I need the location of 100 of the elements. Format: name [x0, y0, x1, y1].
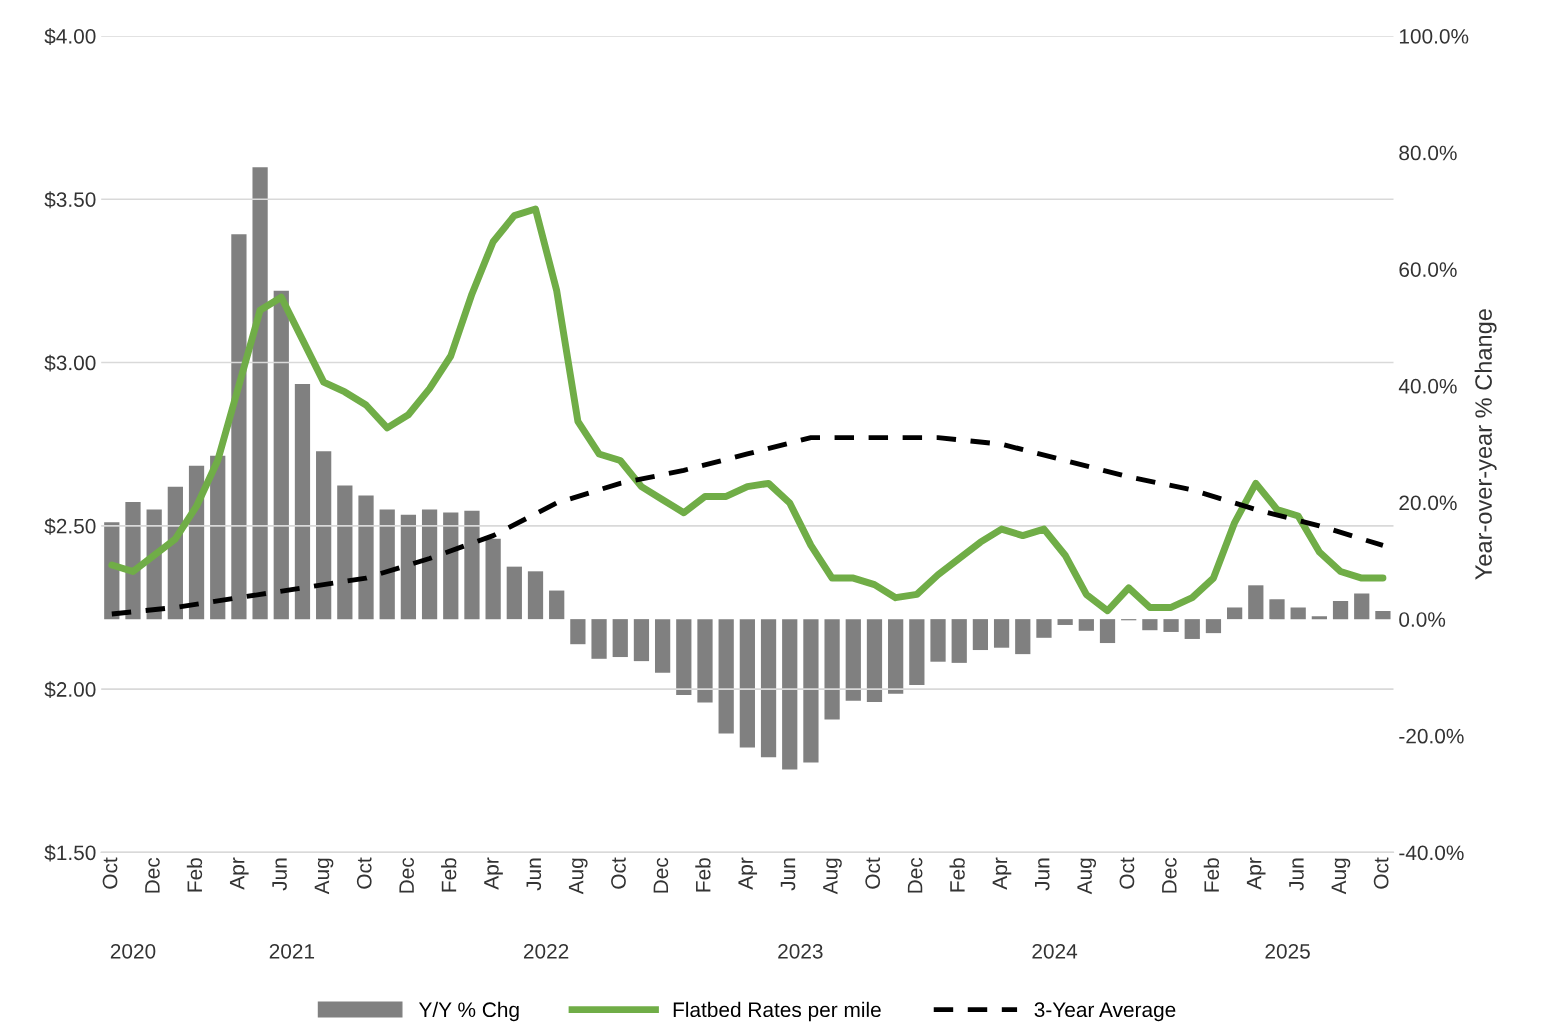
x-tick-label: Oct [865, 857, 881, 889]
y2-tick-label: 20.0% [1399, 495, 1457, 511]
x-tick-label: Aug [823, 858, 842, 895]
bar [1078, 619, 1094, 631]
x-tick-label: Apr [229, 857, 249, 890]
x-tick-label: Aug [1331, 858, 1351, 895]
y-tick-label: $2.00 [44, 681, 96, 699]
bar [294, 384, 311, 620]
bar [1354, 593, 1370, 620]
y2-tick-label: -20.0% [1399, 728, 1464, 744]
bar [1036, 619, 1052, 638]
x-tick-label: Dec [399, 857, 414, 893]
bar [888, 619, 904, 694]
x-tick-label: Dec [653, 857, 669, 893]
bar [527, 571, 544, 620]
bar [824, 619, 840, 720]
x-tick-label: Apr [992, 857, 1012, 890]
x-tick-label: Jun [1289, 858, 1304, 891]
bar [1205, 619, 1222, 634]
x-tick-label: Feb [949, 858, 965, 892]
x-tick-label: Feb [695, 858, 711, 892]
bar [485, 538, 501, 620]
bar [337, 485, 353, 620]
x-tick-label: Aug [568, 858, 588, 895]
bar [654, 619, 671, 673]
bar [697, 619, 713, 703]
bar [718, 619, 734, 734]
bar [379, 509, 395, 620]
y2-tick-label: 100.0% [1399, 28, 1469, 44]
bar [1311, 616, 1327, 620]
x-tick-label: Feb [1203, 858, 1220, 892]
bar [866, 619, 883, 702]
x-tick-label: Apr [1246, 857, 1266, 890]
bar [400, 514, 417, 620]
x-tick-label: Oct [356, 857, 372, 889]
x-tick-label: Feb [441, 858, 457, 892]
x-tick-label: Oct [1119, 857, 1135, 889]
x-tick-label: Dec [145, 857, 160, 893]
x-tick-label: Jun [272, 858, 287, 891]
bar [1227, 607, 1243, 620]
bar [845, 619, 861, 701]
x-tick-label: Dec [1162, 857, 1177, 893]
bar [231, 234, 247, 620]
x-tick-label: Oct [1373, 857, 1389, 889]
bar [464, 510, 480, 620]
y-tick-label: $3.00 [44, 354, 96, 372]
bar [1163, 619, 1179, 632]
bar [909, 619, 925, 686]
x-tick-label: Dec [907, 857, 923, 893]
bar [1099, 619, 1116, 644]
bar [739, 619, 755, 748]
x2-tick-label: 2022 [523, 943, 569, 959]
bar [591, 619, 607, 659]
x-tick-label: Jun [526, 858, 542, 891]
bar [1142, 619, 1158, 631]
x-tick-label: Apr [738, 857, 758, 890]
bar [570, 619, 586, 645]
bar [1015, 619, 1031, 655]
x-tick-label: Aug [1077, 858, 1097, 895]
bar [1332, 601, 1349, 620]
bar [972, 619, 989, 651]
x-tick-label: Oct [611, 857, 626, 889]
x2-tick-label: 2025 [1265, 943, 1310, 959]
x2-tick-label: 2020 [110, 943, 156, 959]
bar [1375, 610, 1391, 620]
y2-tick-label: 80.0% [1399, 145, 1457, 161]
bar [803, 619, 819, 763]
x-tick-label: Jun [1035, 858, 1050, 891]
x-tick-label: Oct [102, 857, 118, 889]
bar [930, 619, 946, 662]
bar [1057, 619, 1073, 625]
bar [676, 619, 692, 695]
x2-tick-label: 2023 [778, 943, 823, 959]
bar [1248, 585, 1264, 620]
bar [443, 512, 459, 620]
bar [612, 619, 628, 658]
x2-tick-label: 2024 [1032, 943, 1078, 959]
y-tick-label: $4.00 [44, 28, 96, 45]
bar [993, 619, 1010, 648]
bar [1290, 607, 1306, 620]
x-tick-label: Apr [484, 857, 503, 890]
y2-axis-title: Year-over-year % Change [1474, 309, 1497, 580]
bar [421, 509, 438, 620]
x-tick-label: Feb [186, 858, 203, 892]
bar [125, 501, 141, 620]
bar [252, 167, 268, 620]
bar [316, 451, 332, 620]
line-series [109, 435, 1386, 617]
bar [760, 619, 777, 758]
y-tick-label: $3.50 [44, 191, 96, 209]
y2-tick-label: -40.0% [1399, 845, 1464, 861]
bar [633, 619, 650, 662]
bar [358, 495, 374, 620]
legend-label: Flatbed Rates per mile [673, 1001, 881, 1022]
bar [782, 619, 798, 770]
y2-tick-label: 40.0% [1398, 378, 1457, 394]
y2-tick-label: 60.0% [1399, 262, 1457, 277]
x-tick-label: Jun [780, 858, 796, 891]
y-tick-label: $2.50 [44, 517, 96, 535]
y2-tick-label: 0.0% [1399, 612, 1446, 627]
